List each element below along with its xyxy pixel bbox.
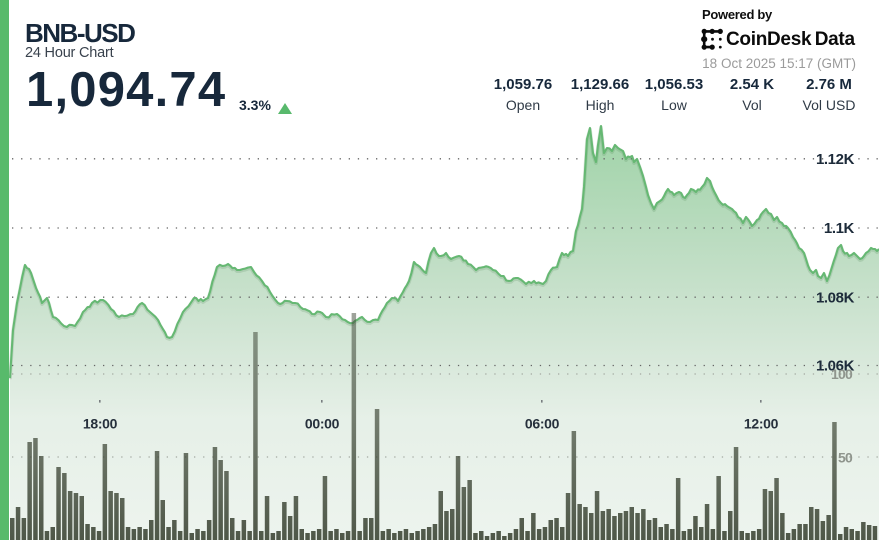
svg-text:12:00: 12:00 [744,415,779,431]
svg-text:18:00: 18:00 [83,415,118,431]
svg-text:1.08K: 1.08K [816,289,855,306]
svg-text:100: 100 [831,366,853,382]
svg-text:50: 50 [838,449,853,465]
svg-text:06:00: 06:00 [525,415,560,431]
svg-text:00:00: 00:00 [305,415,340,431]
svg-text:1.12K: 1.12K [816,151,855,168]
svg-text:1.1K: 1.1K [824,220,855,237]
svg-text:1.06K: 1.06K [816,358,855,375]
